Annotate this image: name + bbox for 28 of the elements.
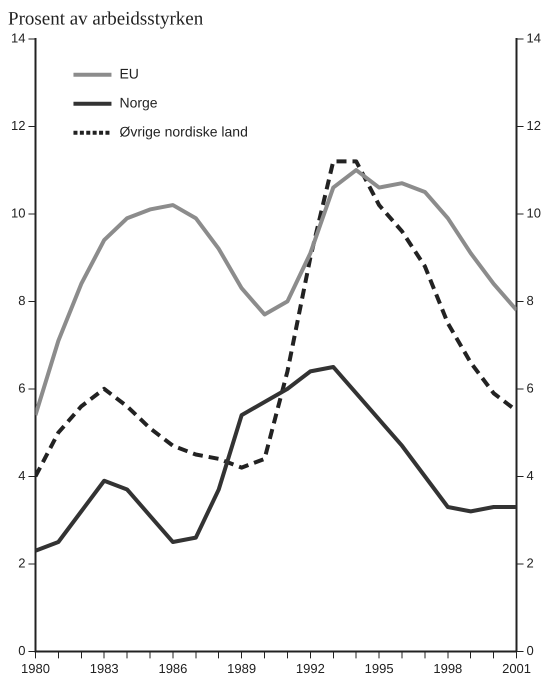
y2-tick-label: 4 — [526, 468, 534, 483]
y2-tick-label: 14 — [526, 30, 542, 46]
x-tick-label: 1980 — [21, 660, 50, 676]
y-tick-label: 8 — [18, 292, 26, 308]
chart-title: Prosent av arbeidsstyrken — [8, 8, 204, 30]
legend-label: Norge — [119, 94, 158, 111]
y-tick-label: 2 — [18, 555, 26, 570]
x-tick-label: 2001 — [502, 660, 531, 676]
y2-tick-label: 12 — [526, 118, 542, 133]
y-tick-label: 6 — [18, 380, 26, 396]
y2-tick-label: 8 — [526, 292, 534, 308]
y-tick-label: 0 — [18, 642, 26, 658]
legend-label: Øvrige nordiske land — [119, 124, 248, 140]
y-tick-label: 4 — [18, 468, 26, 483]
x-tick-label: 1986 — [158, 660, 188, 676]
y2-tick-label: 10 — [526, 205, 542, 220]
y-tick-label: 10 — [10, 205, 26, 220]
y-tick-label: 12 — [10, 118, 26, 133]
y2-tick-label: 0 — [526, 642, 534, 658]
legend-label: EU — [119, 66, 139, 82]
x-tick-label: 1995 — [364, 660, 394, 676]
y2-tick-label: 6 — [526, 380, 534, 396]
x-tick-label: 1992 — [296, 660, 325, 676]
y-tick-label: 14 — [10, 30, 26, 46]
x-tick-label: 1989 — [227, 660, 256, 676]
x-tick-label: 1983 — [90, 660, 119, 676]
x-tick-label: 1998 — [433, 660, 462, 676]
y2-tick-label: 2 — [526, 555, 534, 570]
